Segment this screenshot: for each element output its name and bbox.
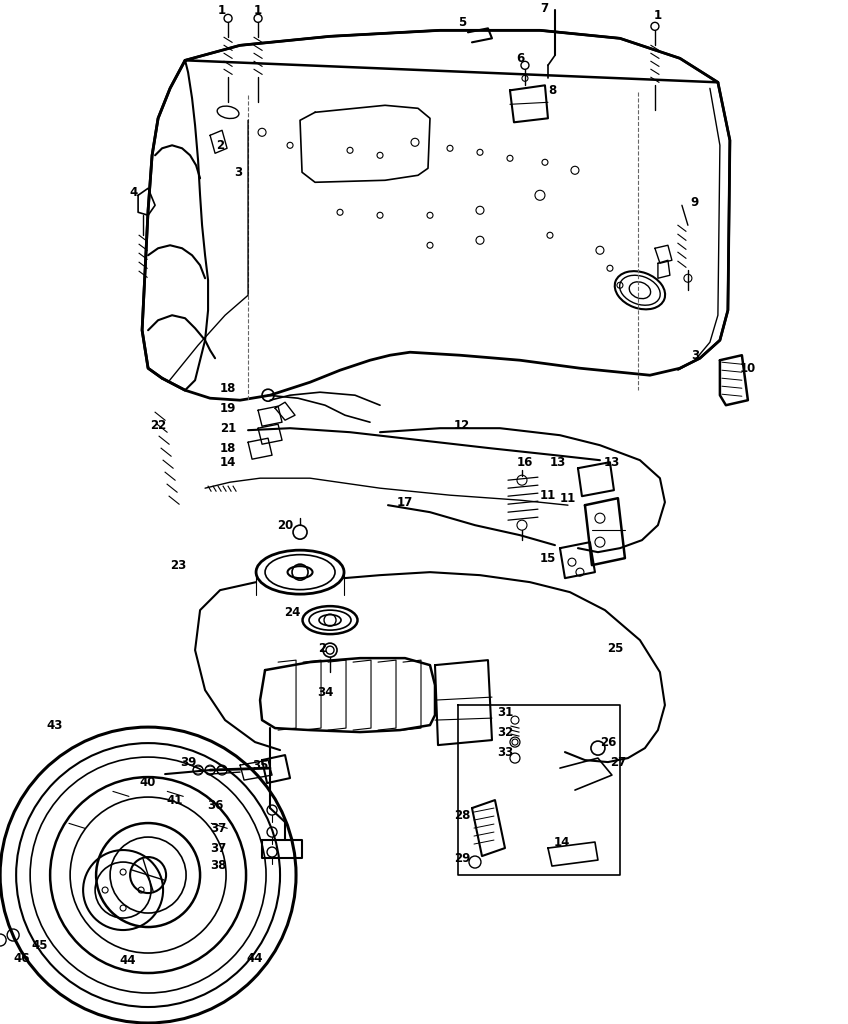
- Text: 19: 19: [220, 401, 237, 415]
- Text: 21: 21: [220, 422, 237, 435]
- Text: 9: 9: [691, 196, 699, 209]
- Text: 23: 23: [170, 559, 187, 571]
- Text: 20: 20: [277, 519, 293, 531]
- Text: 36: 36: [207, 799, 223, 812]
- Text: 2: 2: [216, 139, 224, 152]
- Text: 26: 26: [600, 735, 616, 749]
- Text: 13: 13: [604, 456, 620, 469]
- Text: 45: 45: [32, 939, 48, 951]
- Text: 13: 13: [550, 456, 566, 469]
- Text: 11: 11: [560, 492, 576, 505]
- Text: 3: 3: [691, 349, 699, 361]
- Text: 37: 37: [210, 842, 226, 855]
- Text: 7: 7: [540, 2, 548, 14]
- Text: 5: 5: [458, 15, 466, 29]
- Text: 14: 14: [554, 836, 570, 849]
- Text: 44: 44: [120, 953, 137, 967]
- Text: 8: 8: [548, 84, 556, 97]
- Text: 27: 27: [610, 756, 626, 769]
- Text: 14: 14: [220, 456, 237, 469]
- Text: 34: 34: [317, 686, 333, 698]
- Text: 17: 17: [397, 496, 413, 509]
- Text: 1: 1: [254, 4, 262, 16]
- Text: 32: 32: [497, 726, 513, 738]
- Text: 12: 12: [454, 419, 470, 432]
- Text: 31: 31: [497, 706, 513, 719]
- Text: 15: 15: [540, 552, 556, 564]
- Text: 33: 33: [497, 745, 513, 759]
- Text: 46: 46: [14, 951, 31, 965]
- Text: 41: 41: [167, 794, 183, 807]
- Text: 24: 24: [284, 605, 300, 618]
- Text: 16: 16: [516, 456, 533, 469]
- Text: 4: 4: [129, 185, 137, 199]
- Text: 10: 10: [739, 361, 756, 375]
- Text: 44: 44: [247, 951, 264, 965]
- Text: 18: 18: [220, 441, 237, 455]
- Text: 2: 2: [318, 642, 326, 654]
- Text: 6: 6: [516, 52, 524, 65]
- Text: 29: 29: [454, 852, 470, 864]
- Text: 18: 18: [220, 382, 237, 394]
- Text: 22: 22: [150, 419, 166, 432]
- Text: 43: 43: [47, 719, 64, 731]
- Text: 37: 37: [210, 821, 226, 835]
- Text: 38: 38: [210, 858, 226, 871]
- Text: 3: 3: [234, 166, 243, 179]
- Text: 40: 40: [140, 775, 156, 788]
- Text: 25: 25: [607, 642, 623, 654]
- Text: 28: 28: [454, 809, 470, 821]
- Text: 11: 11: [540, 488, 556, 502]
- Text: 1: 1: [218, 4, 226, 16]
- Text: 35: 35: [252, 759, 268, 772]
- Text: 39: 39: [180, 756, 196, 769]
- Text: 1: 1: [654, 9, 662, 22]
